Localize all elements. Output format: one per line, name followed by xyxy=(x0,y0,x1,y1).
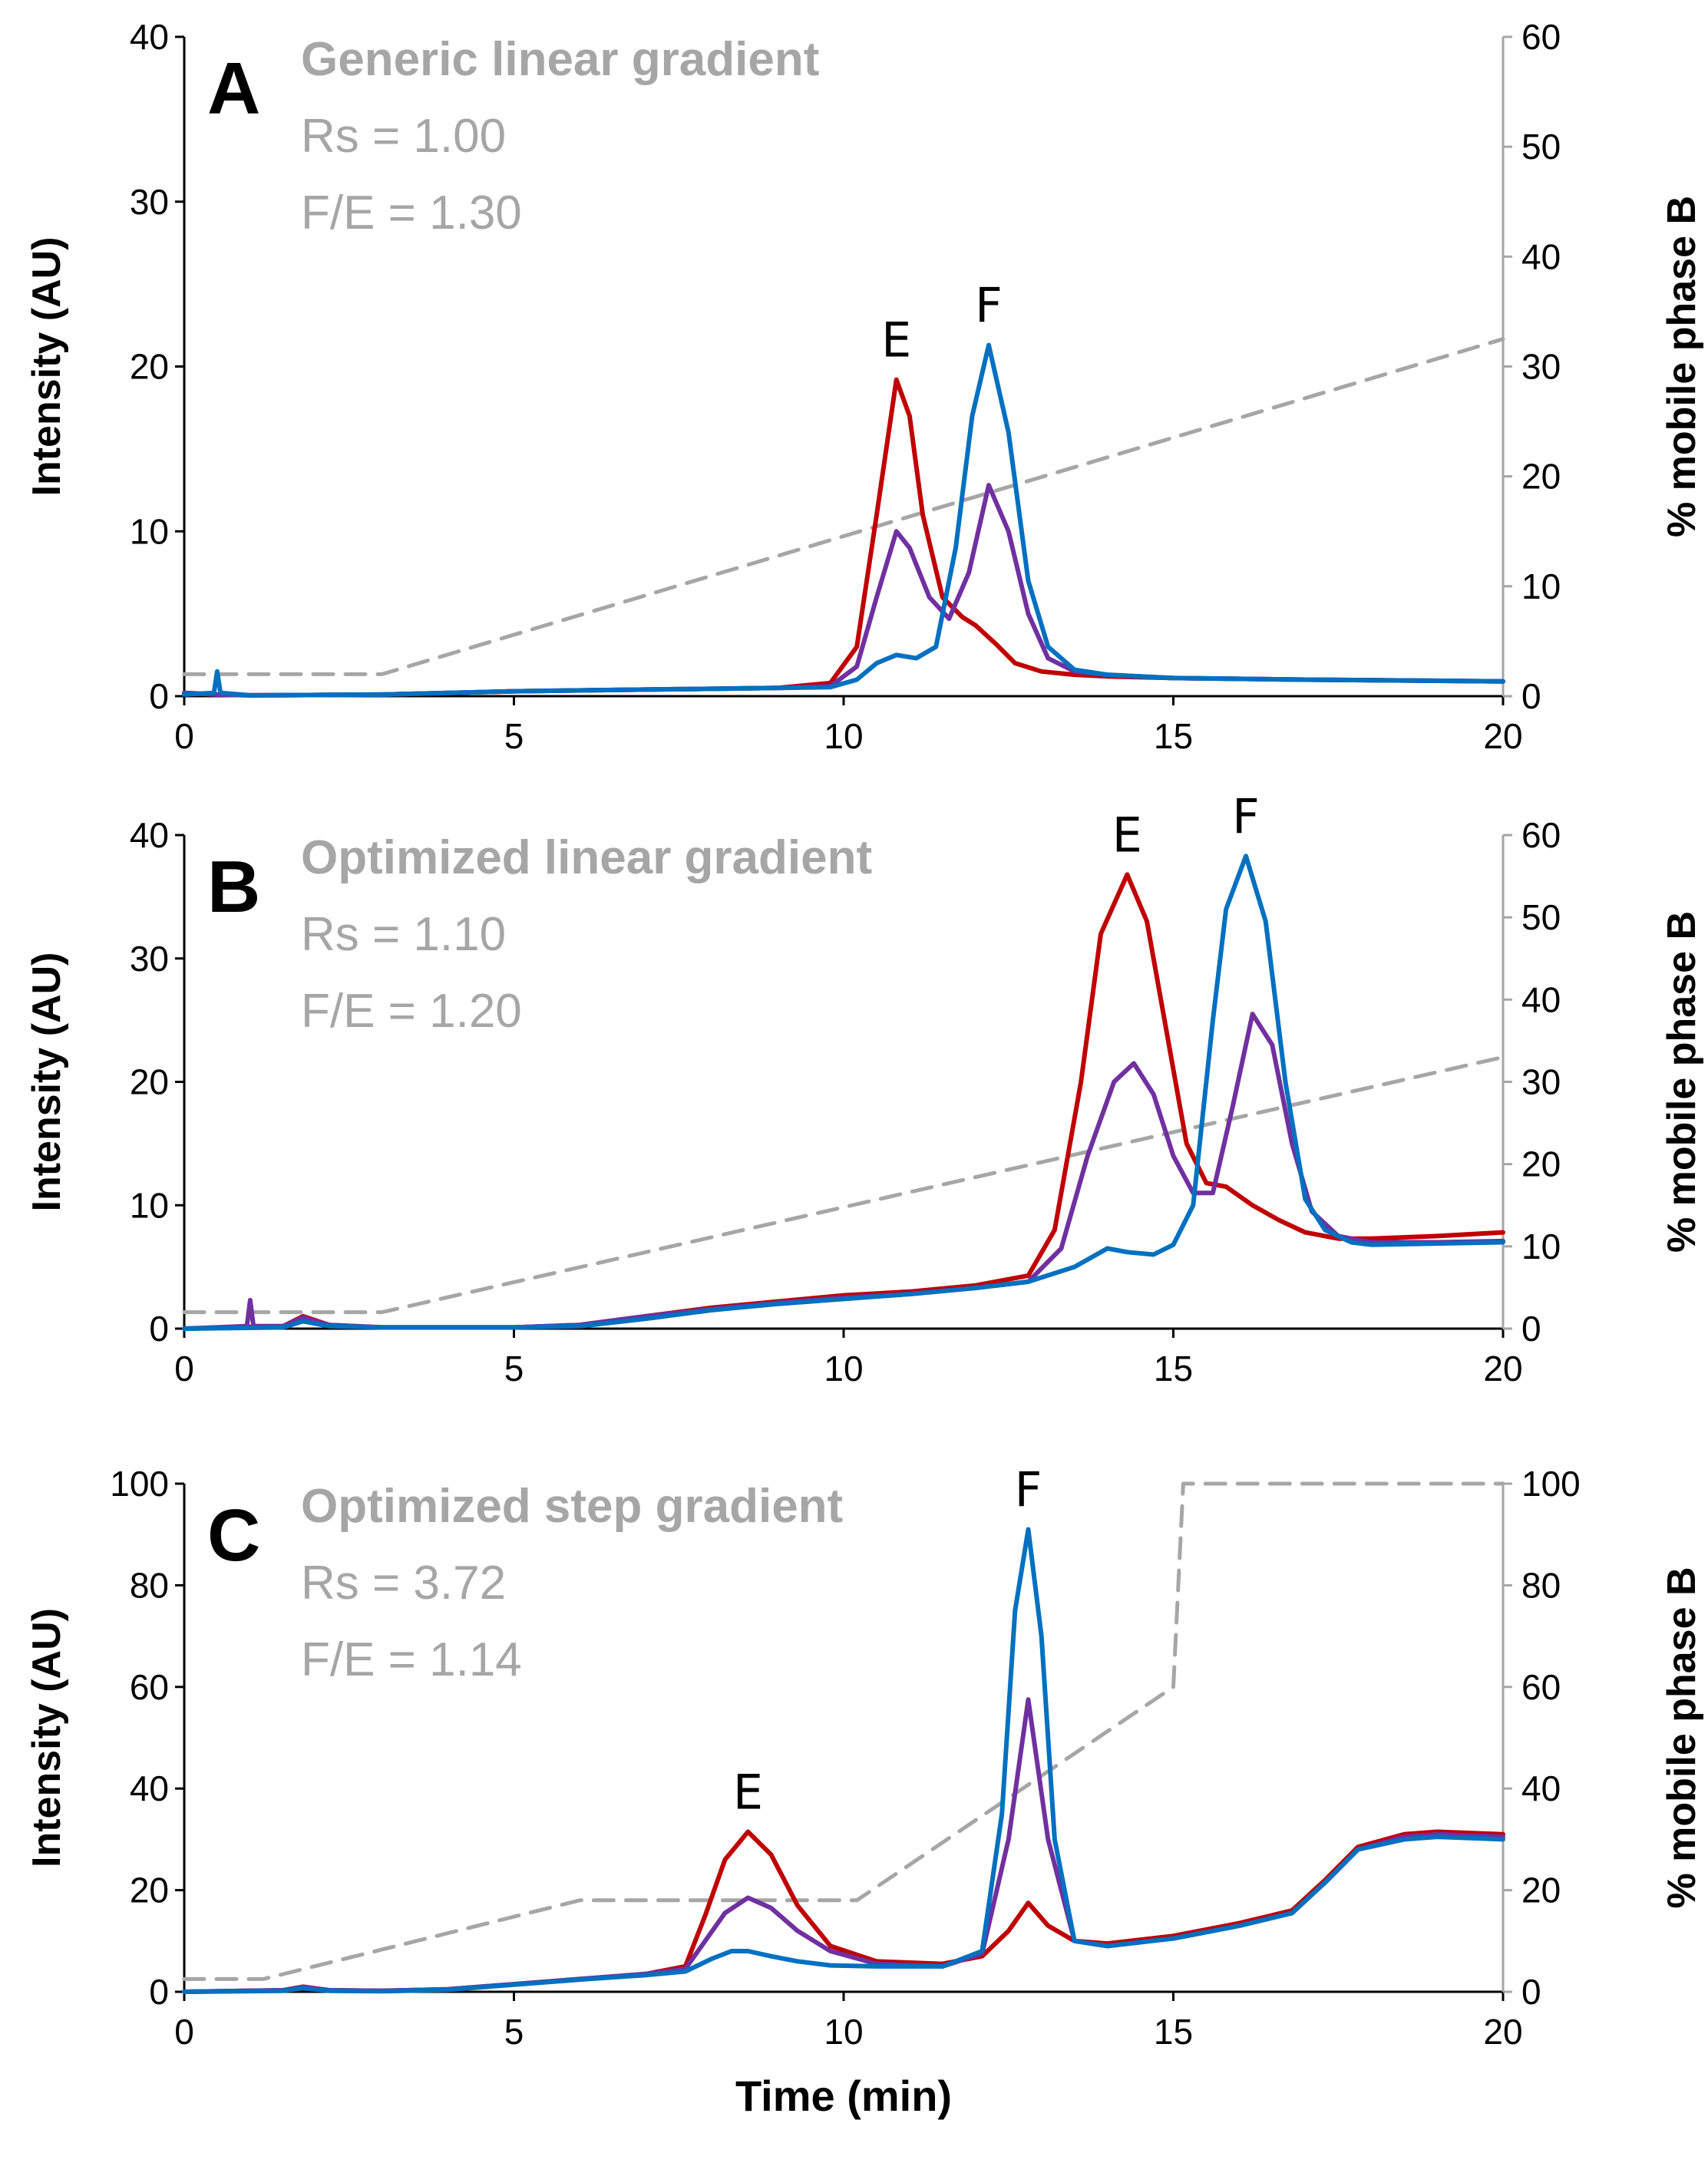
x-tick-label: 20 xyxy=(1483,1349,1522,1388)
y2-tick-label: 100 xyxy=(1521,1464,1581,1504)
series-gradient xyxy=(182,337,1505,676)
y2-tick-label: 10 xyxy=(1521,1227,1561,1266)
x-tick-label: 0 xyxy=(174,716,194,756)
panel-stat: Rs = 3.72 xyxy=(301,1557,506,1610)
y2-tick-label: 0 xyxy=(1521,1309,1541,1349)
y2-axis-label: % mobile phase B xyxy=(1660,196,1704,537)
y-tick-label: 40 xyxy=(130,815,169,855)
peak-label: E xyxy=(1112,807,1142,863)
x-tick-label: 10 xyxy=(824,1349,863,1388)
panel-letter: B xyxy=(207,846,260,928)
series-blue xyxy=(182,1527,1505,1994)
x-tick-label: 20 xyxy=(1483,2012,1522,2052)
peak-label: E xyxy=(733,1764,763,1820)
x-tick-label: 10 xyxy=(824,2012,863,2052)
x-tick-label: 15 xyxy=(1154,2012,1193,2052)
y-tick-label: 10 xyxy=(130,1185,169,1225)
y-tick-label: 40 xyxy=(130,17,169,57)
x-tick-label: 5 xyxy=(504,1349,524,1388)
y2-tick-label: 0 xyxy=(1521,1972,1541,2012)
panel-title: Optimized linear gradient xyxy=(301,831,872,884)
x-tick-label: 0 xyxy=(174,2012,194,2052)
y2-tick-label: 40 xyxy=(1521,979,1561,1019)
panel-stat: F/E = 1.14 xyxy=(301,1633,522,1686)
x-tick-label: 15 xyxy=(1154,716,1193,756)
y-tick-label: 20 xyxy=(130,347,169,387)
y2-axis-label: % mobile phase B xyxy=(1660,911,1704,1253)
y-tick-label: 0 xyxy=(149,676,169,716)
y-axis-label: Intensity (AU) xyxy=(25,237,69,497)
peak-label: E xyxy=(881,312,911,368)
y2-tick-label: 50 xyxy=(1521,897,1561,937)
chart-panel-a: 0 5 10 15 200102030400102030405060Intensity … xyxy=(25,17,1704,756)
y-tick-label: 0 xyxy=(149,1972,169,2012)
y-tick-label: 20 xyxy=(130,1871,169,1910)
y-tick-label: 40 xyxy=(130,1768,169,1808)
series-blue xyxy=(182,342,1505,698)
y-tick-label: 30 xyxy=(130,182,169,222)
y2-tick-label: 30 xyxy=(1521,1062,1561,1102)
x-tick-label: 0 xyxy=(174,1349,194,1388)
y2-tick-label: 0 xyxy=(1521,676,1541,716)
y2-tick-label: 80 xyxy=(1521,1565,1561,1605)
x-tick-label: 5 xyxy=(504,2012,524,2052)
series-blue xyxy=(182,854,1505,1331)
y2-tick-label: 40 xyxy=(1521,1768,1561,1808)
y-axis-label: Intensity (AU) xyxy=(25,953,69,1212)
series-purple xyxy=(182,1012,1505,1331)
y-tick-label: 20 xyxy=(130,1062,169,1102)
series-gradient xyxy=(182,1481,1505,1981)
panel-title: Generic linear gradient xyxy=(301,33,819,86)
y2-tick-label: 20 xyxy=(1521,1871,1561,1910)
y2-tick-label: 30 xyxy=(1521,347,1561,387)
panel-stat: Rs = 1.00 xyxy=(301,110,506,163)
peak-label: F xyxy=(1232,788,1260,844)
x-axis-label: Time (min) xyxy=(735,2072,952,2120)
panel-letter: A xyxy=(207,48,260,130)
x-tick-label: 10 xyxy=(824,716,863,756)
chart-panel-c: 0 5 10 15 20020406080100020406080100Intensit… xyxy=(25,1462,1704,2120)
y2-tick-label: 60 xyxy=(1521,1667,1561,1707)
y-tick-label: 30 xyxy=(130,939,169,979)
chart-panel-b: 0 5 10 15 200102030400102030405060Intensity … xyxy=(25,788,1704,1388)
x-tick-label: 15 xyxy=(1154,1349,1193,1388)
y-tick-label: 10 xyxy=(130,511,169,551)
y-tick-label: 100 xyxy=(110,1464,169,1504)
y2-tick-label: 50 xyxy=(1521,127,1561,167)
y-axis-label: Intensity (AU) xyxy=(25,1608,69,1867)
y2-tick-label: 10 xyxy=(1521,566,1561,606)
peak-label: F xyxy=(1015,1462,1042,1518)
y2-tick-label: 20 xyxy=(1521,1144,1561,1184)
y2-axis-label: % mobile phase B xyxy=(1660,1567,1704,1909)
peak-label: F xyxy=(975,278,1003,334)
y2-tick-label: 60 xyxy=(1521,17,1561,57)
y2-tick-label: 60 xyxy=(1521,815,1561,855)
y-tick-label: 60 xyxy=(130,1667,169,1707)
x-tick-label: 5 xyxy=(504,716,524,756)
panel-letter: C xyxy=(207,1494,260,1577)
y-tick-label: 0 xyxy=(149,1309,169,1349)
y2-tick-label: 20 xyxy=(1521,457,1561,497)
panel-stat: F/E = 1.30 xyxy=(301,187,522,239)
y-tick-label: 80 xyxy=(130,1565,169,1605)
panel-stat: Rs = 1.10 xyxy=(301,908,506,961)
panel-title: Optimized step gradient xyxy=(301,1480,843,1533)
y2-tick-label: 40 xyxy=(1521,236,1561,276)
panel-stat: F/E = 1.20 xyxy=(301,985,522,1038)
x-tick-label: 20 xyxy=(1483,716,1522,756)
